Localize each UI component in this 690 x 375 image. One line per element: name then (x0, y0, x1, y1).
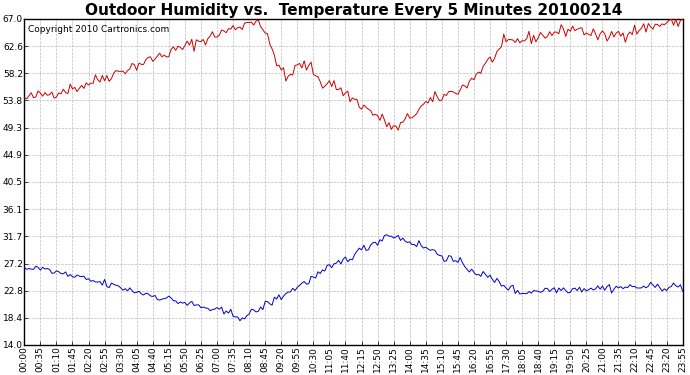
Title: Outdoor Humidity vs.  Temperature Every 5 Minutes 20100214: Outdoor Humidity vs. Temperature Every 5… (85, 3, 622, 18)
Text: Copyright 2010 Cartronics.com: Copyright 2010 Cartronics.com (28, 26, 169, 34)
